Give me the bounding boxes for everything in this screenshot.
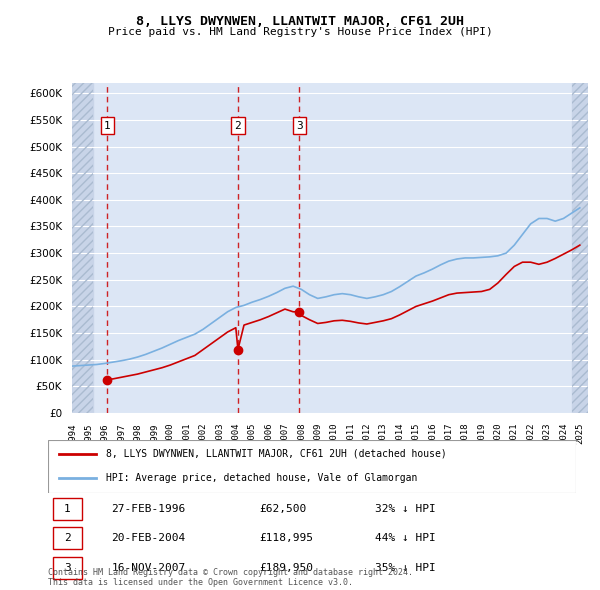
Text: 2: 2 xyxy=(64,533,71,543)
Text: 1: 1 xyxy=(64,504,71,514)
Bar xyxy=(572,83,588,413)
Text: 2: 2 xyxy=(235,120,241,130)
Text: 35% ↓ HPI: 35% ↓ HPI xyxy=(376,563,436,573)
FancyBboxPatch shape xyxy=(53,527,82,549)
Text: £118,995: £118,995 xyxy=(259,533,313,543)
Text: 8, LLYS DWYNWEN, LLANTWIT MAJOR, CF61 2UH: 8, LLYS DWYNWEN, LLANTWIT MAJOR, CF61 2U… xyxy=(136,15,464,28)
Text: 44% ↓ HPI: 44% ↓ HPI xyxy=(376,533,436,543)
Text: 3: 3 xyxy=(64,563,71,573)
Bar xyxy=(72,83,93,413)
Text: £189,950: £189,950 xyxy=(259,563,313,573)
FancyBboxPatch shape xyxy=(48,440,576,493)
Bar xyxy=(572,83,588,413)
Text: Price paid vs. HM Land Registry's House Price Index (HPI): Price paid vs. HM Land Registry's House … xyxy=(107,27,493,37)
Text: HPI: Average price, detached house, Vale of Glamorgan: HPI: Average price, detached house, Vale… xyxy=(106,473,418,483)
Text: 3: 3 xyxy=(296,120,303,130)
FancyBboxPatch shape xyxy=(53,557,82,579)
Text: 16-NOV-2007: 16-NOV-2007 xyxy=(112,563,185,573)
Text: 1: 1 xyxy=(104,120,110,130)
Bar xyxy=(72,83,93,413)
Text: 20-FEB-2004: 20-FEB-2004 xyxy=(112,533,185,543)
Text: £62,500: £62,500 xyxy=(259,504,307,514)
FancyBboxPatch shape xyxy=(53,498,82,520)
Text: Contains HM Land Registry data © Crown copyright and database right 2024.
This d: Contains HM Land Registry data © Crown c… xyxy=(48,568,413,587)
Text: 27-FEB-1996: 27-FEB-1996 xyxy=(112,504,185,514)
Text: 32% ↓ HPI: 32% ↓ HPI xyxy=(376,504,436,514)
Text: 8, LLYS DWYNWEN, LLANTWIT MAJOR, CF61 2UH (detached house): 8, LLYS DWYNWEN, LLANTWIT MAJOR, CF61 2U… xyxy=(106,449,447,459)
